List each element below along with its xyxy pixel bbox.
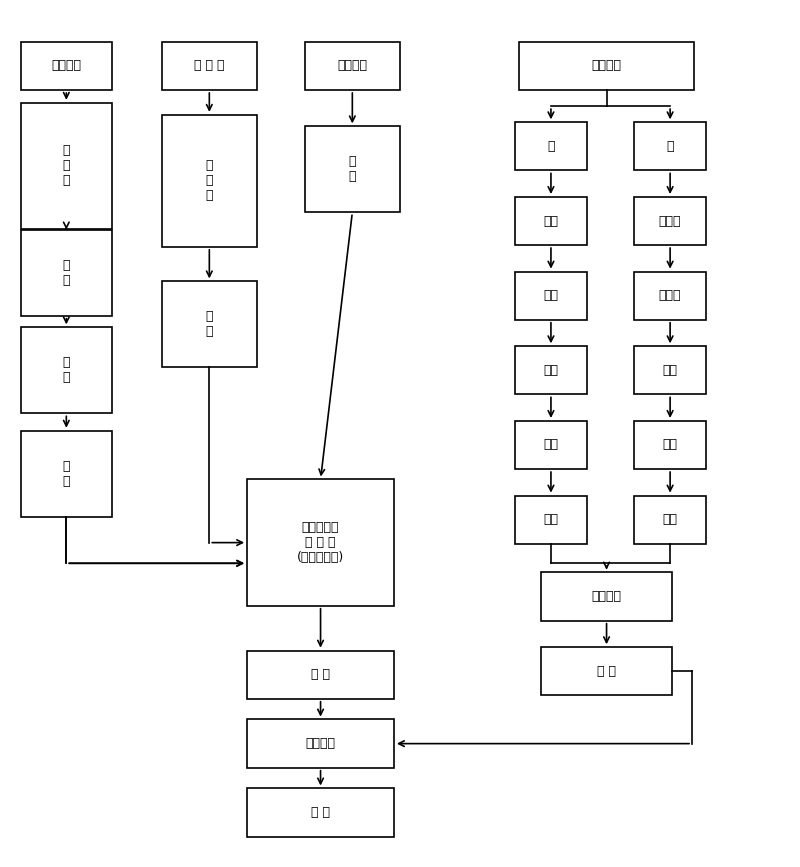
Text: 包装溶器: 包装溶器 [591, 60, 622, 73]
Text: 预
处
理: 预 处 理 [206, 160, 213, 202]
Bar [515, 420, 586, 469]
Bar [634, 420, 706, 469]
Bar [162, 114, 257, 247]
Bar [21, 431, 112, 517]
Bar [21, 230, 112, 316]
Bar [519, 42, 694, 90]
Text: 组装: 组装 [662, 513, 678, 526]
Text: 旧: 旧 [666, 140, 674, 153]
Text: 溶剂洗: 溶剂洗 [659, 290, 682, 303]
Text: 均
质: 均 质 [62, 356, 70, 384]
Text: 新: 新 [547, 140, 554, 153]
Text: 烘干: 烘干 [543, 439, 558, 452]
Bar [515, 197, 586, 245]
Bar [541, 572, 672, 621]
Text: 检
测: 检 测 [349, 155, 356, 183]
Text: 预
处
理: 预 处 理 [62, 145, 70, 187]
Bar [634, 271, 706, 320]
Text: 除锈: 除锈 [543, 290, 558, 303]
Bar [21, 102, 112, 229]
Bar [515, 496, 586, 544]
Bar [634, 122, 706, 171]
Text: 检
测: 检 测 [62, 460, 70, 488]
Bar [21, 327, 112, 414]
Text: 检
测: 检 测 [206, 310, 213, 338]
Bar [247, 788, 394, 837]
Text: 精
馏: 精 馏 [62, 258, 70, 287]
Text: 烘干: 烘干 [662, 439, 678, 452]
Text: 水洗: 水洗 [662, 364, 678, 377]
Text: 灌装称重: 灌装称重 [306, 737, 335, 750]
Text: 检 测: 检 测 [597, 665, 616, 678]
Text: 检 测: 检 测 [311, 668, 330, 681]
Bar [634, 496, 706, 544]
Bar [305, 42, 400, 90]
Bar [247, 720, 394, 768]
Bar [515, 122, 586, 171]
Text: 水洗: 水洗 [543, 364, 558, 377]
Text: 入 库: 入 库 [311, 806, 330, 819]
Text: 倒残液: 倒残液 [659, 214, 682, 227]
Bar [541, 647, 672, 695]
Bar [162, 281, 257, 368]
Bar [515, 271, 586, 320]
Text: 脱脂: 脱脂 [543, 214, 558, 227]
Bar [634, 346, 706, 394]
Bar [305, 127, 400, 212]
Text: 添 加 剂: 添 加 剂 [194, 60, 225, 73]
Bar [247, 650, 394, 699]
Bar [162, 42, 257, 90]
Bar [247, 479, 394, 606]
Bar [634, 197, 706, 245]
Bar [21, 42, 112, 90]
Text: 精制锂盐: 精制锂盐 [338, 60, 367, 73]
Text: 氮气置换: 氮气置换 [591, 590, 622, 603]
Text: 有机溶剂: 有机溶剂 [51, 60, 82, 73]
Text: 组装: 组装 [543, 513, 558, 526]
Bar [515, 346, 586, 394]
Text: 电解液配制
混 合 器
(冷却、搅拌): 电解液配制 混 合 器 (冷却、搅拌) [297, 521, 344, 564]
